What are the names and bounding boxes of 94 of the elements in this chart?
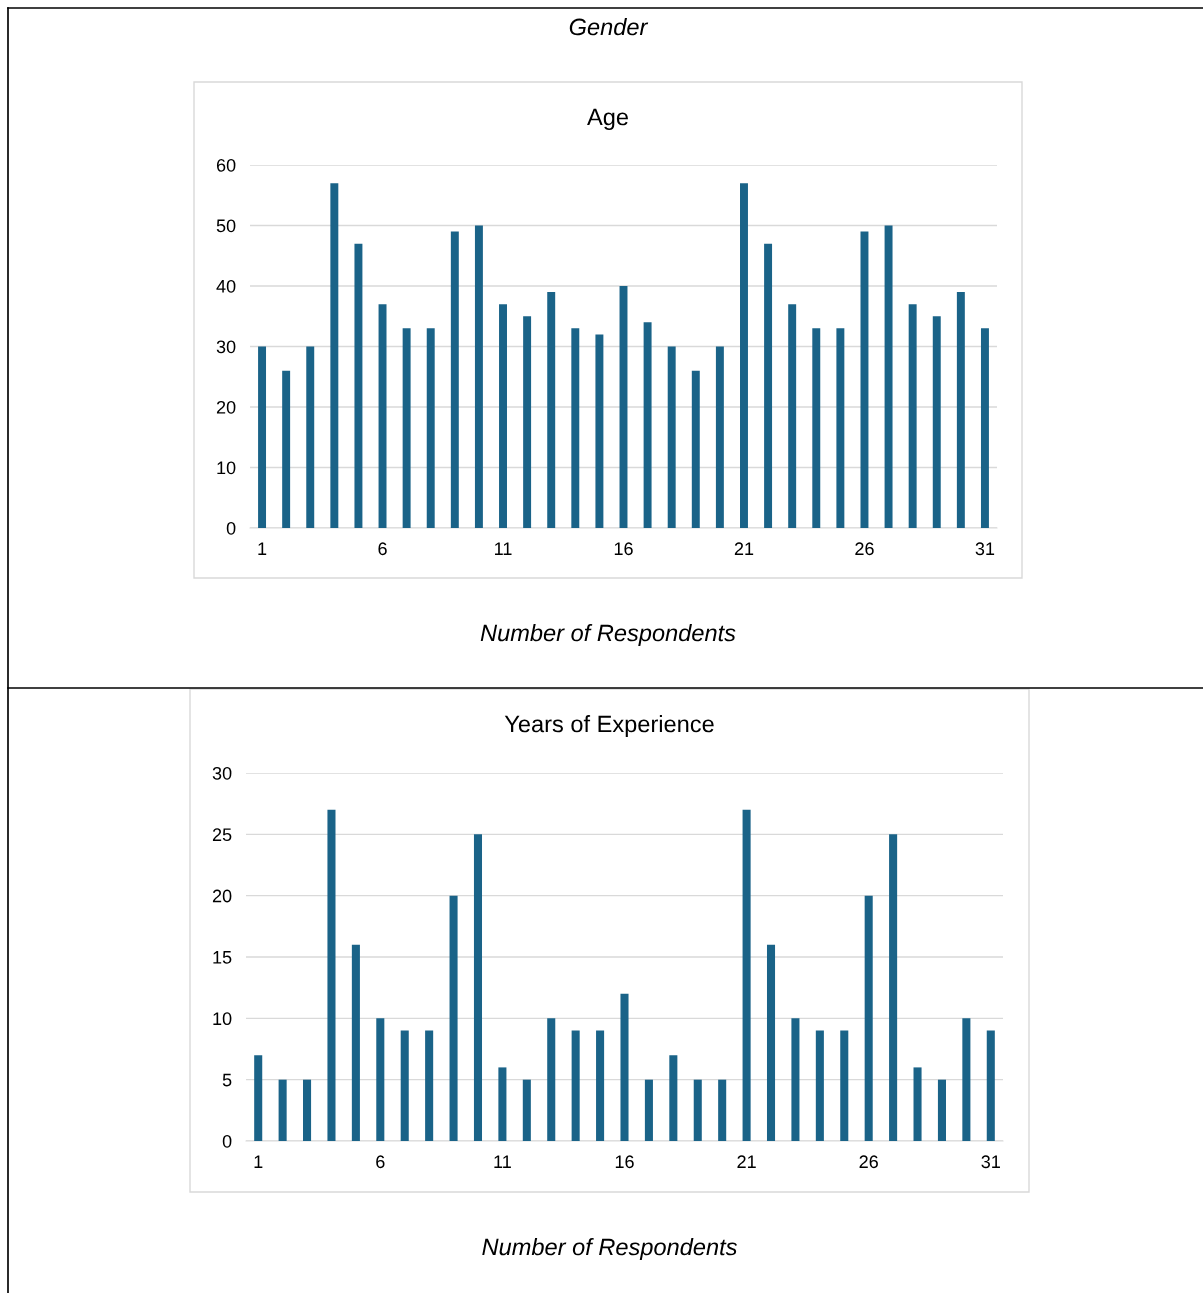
y-tick-label: 25: [212, 828, 232, 842]
x-tick-label: 31: [975, 542, 995, 556]
bar: [715, 346, 724, 528]
bar: [667, 346, 676, 528]
bar: [450, 231, 459, 528]
bar: [956, 292, 965, 528]
bar: [351, 944, 360, 1141]
bar: [282, 370, 291, 528]
bar: [791, 1018, 800, 1141]
bar: [908, 304, 917, 528]
bar: [523, 316, 532, 528]
bar: [596, 1030, 605, 1141]
bar: [426, 328, 435, 528]
bar: [932, 316, 941, 528]
x-tick-label: 16: [614, 542, 633, 556]
bar: [691, 370, 700, 528]
bar: [303, 1079, 312, 1141]
y-tick-label: 10: [213, 1012, 232, 1026]
bar: [764, 243, 773, 528]
y-tick-label: 20: [216, 400, 236, 414]
text: Gender: [569, 18, 649, 36]
bar: [595, 334, 604, 528]
y-tick-label: 10: [217, 461, 236, 475]
bar: [327, 809, 336, 1141]
x-tick-label: 11: [495, 542, 512, 555]
x-tick-label: 6: [376, 1155, 385, 1169]
bar: [402, 328, 411, 528]
y-tick-label: 15: [213, 951, 232, 964]
bar: [815, 1030, 824, 1141]
bar: [913, 1067, 922, 1141]
bar: [644, 1079, 653, 1141]
bar: [643, 322, 652, 528]
bar: [860, 231, 869, 528]
bar: [330, 183, 339, 528]
y-tick-label: 0: [222, 1134, 232, 1148]
bar: [840, 1030, 849, 1141]
chart-title: Age: [587, 108, 628, 130]
bar: [474, 225, 483, 528]
bar: [693, 1079, 702, 1141]
bar: [980, 328, 989, 528]
bar: [571, 328, 580, 528]
y-tick-label: 30: [216, 340, 236, 354]
bar: [740, 183, 748, 528]
x-tick-label: 11: [494, 1155, 511, 1168]
bar: [473, 834, 483, 1141]
bar: [278, 1079, 287, 1141]
x-tick-label: 26: [855, 542, 874, 556]
bar: [812, 328, 821, 528]
bar: [718, 1079, 727, 1141]
text: Number of Respondents: [480, 623, 736, 647]
bar: [937, 1079, 946, 1141]
bar: [620, 993, 629, 1141]
chart-title: Years of Experience: [504, 714, 714, 738]
bar: [669, 1055, 678, 1141]
y-tick-label: 60: [216, 158, 236, 172]
bar: [889, 834, 898, 1141]
bar: [425, 1030, 434, 1141]
bar: [254, 1055, 263, 1141]
bar: [376, 1018, 385, 1141]
bar: [766, 944, 776, 1141]
x-tick-label: 21: [737, 1155, 756, 1168]
y-tick-label: 5: [222, 1073, 232, 1087]
bar: [449, 895, 458, 1141]
x-tick-label: 6: [378, 542, 387, 556]
y-tick-label: 30: [212, 766, 232, 780]
bar: [962, 1018, 971, 1141]
bar: [378, 304, 387, 528]
bar: [354, 243, 363, 528]
y-tick-label: 20: [212, 889, 232, 903]
x-tick-label: 1: [254, 1155, 263, 1168]
text: Number of Respondents: [482, 1237, 737, 1261]
x-tick-label: 16: [615, 1155, 634, 1169]
y-tick-label: 0: [226, 521, 236, 535]
y-tick-label: 40: [216, 279, 236, 293]
bar: [258, 346, 267, 528]
x-tick-label: 26: [859, 1155, 878, 1169]
bar: [547, 292, 556, 528]
y-tick-label: 50: [216, 219, 236, 233]
bar: [499, 304, 507, 528]
bar: [986, 1030, 995, 1141]
bar: [836, 328, 845, 528]
x-tick-label: 31: [981, 1155, 1000, 1169]
bar: [884, 225, 893, 528]
bar: [547, 1018, 556, 1141]
x-tick-label: 21: [734, 542, 754, 555]
bar: [864, 895, 873, 1141]
bar: [571, 1030, 580, 1141]
bar: [522, 1079, 531, 1141]
x-tick-label: 1: [258, 542, 267, 555]
bar: [306, 346, 315, 528]
bar: [498, 1067, 507, 1141]
bar: [788, 304, 797, 528]
bar: [742, 809, 751, 1141]
bar: [400, 1030, 409, 1141]
